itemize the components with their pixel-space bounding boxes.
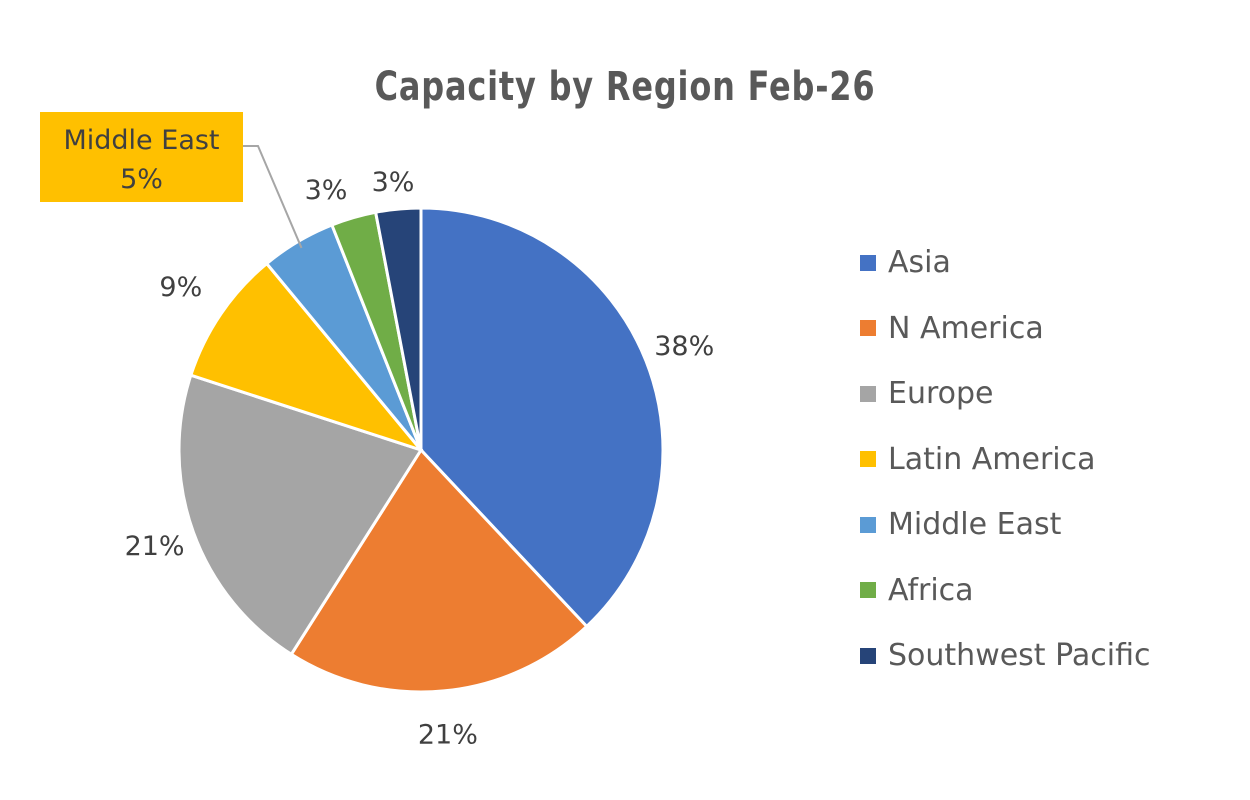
pie-slice-southwest-pacific (373, 206, 423, 451)
callout-box (40, 112, 243, 202)
legend-label: Middle East (888, 507, 1062, 543)
data-label-southwest-pacific: 3% (372, 167, 415, 198)
legend-label: Europe (888, 376, 994, 412)
legend-label: N America (888, 310, 1044, 346)
pie-slices (177, 206, 665, 694)
callout-leader-line (243, 145, 303, 249)
legend-swatch (860, 582, 876, 599)
pie-slice-latin-america (188, 261, 426, 454)
data-label-africa: 3% (305, 175, 348, 206)
legend-swatch (860, 647, 876, 664)
data-label-europe: 21% (125, 531, 185, 562)
legend-swatch (860, 385, 876, 402)
data-label-asia: 38% (654, 331, 714, 362)
pie-slice-asia (419, 206, 665, 629)
pie-slice-n-america (289, 447, 589, 694)
legend-item-latin-america: Latin America (860, 427, 1240, 493)
data-label-latin-america: 9% (159, 272, 202, 303)
legend-swatch (860, 254, 876, 271)
legend-swatch (860, 320, 876, 337)
legend-swatch (860, 516, 876, 533)
legend-item-middle-east: Middle East (860, 492, 1240, 558)
pie-slice-europe (177, 373, 424, 657)
legend-label: Latin America (888, 441, 1096, 477)
legend-item-africa: Africa (860, 558, 1240, 624)
legend-label: Africa (888, 572, 974, 608)
legend-swatch (860, 451, 876, 468)
pie-labels: 38% 21% 21% 9% Middle East 5% 3% 3% (40, 112, 714, 750)
callout-category-label: Middle East (63, 125, 219, 156)
legend: Asia N America Europe Latin America Middle E… (860, 230, 1240, 689)
legend-label: Asia (888, 245, 951, 281)
legend-item-n-america: N America (860, 296, 1240, 362)
legend-label: Southwest Pacific (888, 638, 1151, 674)
chart-title: Capacity by Region Feb-26 (374, 64, 876, 110)
data-label-n-america: 21% (418, 719, 478, 750)
legend-item-europe: Europe (860, 361, 1240, 427)
callout-value-label: 5% (120, 164, 163, 195)
legend-item-asia: Asia (860, 230, 1240, 296)
legend-item-southwest-pacific: Southwest Pacific (860, 623, 1240, 689)
